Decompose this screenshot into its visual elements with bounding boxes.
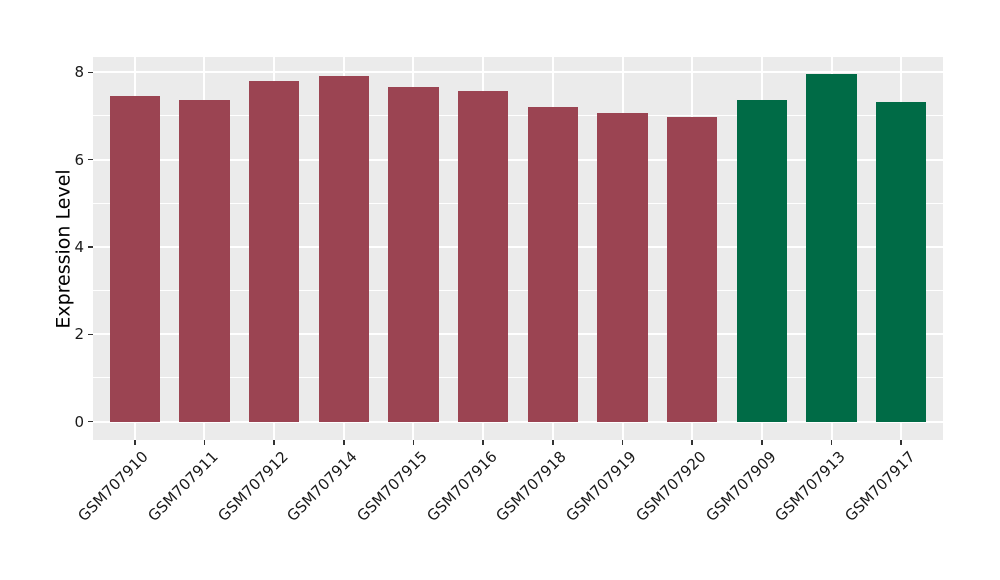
x-tick-label-GSM707912: GSM707912 <box>214 447 292 525</box>
bar-GSM707916 <box>458 91 509 422</box>
x-tick-label-GSM707916: GSM707916 <box>423 447 501 525</box>
x-tick-mark <box>482 440 484 445</box>
x-tick-label-GSM707915: GSM707915 <box>353 447 431 525</box>
x-tick-mark <box>343 440 345 445</box>
minor-gridline <box>93 202 943 204</box>
bar-GSM707912 <box>249 81 300 422</box>
bar-GSM707919 <box>597 113 648 422</box>
minor-gridline <box>93 290 943 292</box>
x-tick-label-GSM707914: GSM707914 <box>283 447 362 525</box>
y-tick-label: 2 <box>74 325 84 344</box>
x-tick-label-GSM707920: GSM707920 <box>632 447 710 525</box>
major-gridline <box>93 245 943 248</box>
y-tick-label: 4 <box>74 237 84 256</box>
bar-GSM707911 <box>179 99 230 422</box>
x-tick-mark <box>203 440 206 445</box>
x-tick-mark <box>830 440 833 445</box>
y-tick-mark <box>88 333 93 336</box>
x-tick-label-GSM707913: GSM707913 <box>771 447 849 525</box>
x-tick-label-GSM707918: GSM707918 <box>492 447 571 525</box>
x-tick-mark <box>273 440 275 445</box>
y-tick-label: 0 <box>74 412 84 431</box>
x-tick-mark <box>412 440 415 445</box>
bar-GSM707918 <box>527 106 578 422</box>
major-gridline <box>93 158 943 161</box>
x-tick-label-GSM707910: GSM707910 <box>74 447 153 525</box>
major-gridline <box>93 420 943 423</box>
bar-GSM707915 <box>388 87 439 422</box>
x-tick-mark <box>134 440 136 445</box>
y-tick-label: 6 <box>74 150 84 169</box>
x-tick-mark <box>552 440 554 445</box>
x-tick-label-GSM707911: GSM707911 <box>144 447 222 525</box>
y-tick-mark <box>88 246 93 248</box>
x-tick-label-GSM707909: GSM707909 <box>701 447 780 525</box>
bar-GSM707917 <box>876 102 927 422</box>
x-tick-label-GSM707917: GSM707917 <box>841 447 919 525</box>
y-axis-title: Expression Level <box>52 168 75 329</box>
bar-GSM707910 <box>109 96 160 422</box>
x-tick-mark <box>691 440 693 445</box>
y-tick-mark <box>88 71 93 74</box>
major-gridline <box>93 71 943 74</box>
x-tick-mark <box>761 440 763 445</box>
bar-GSM707913 <box>806 74 857 422</box>
y-tick-mark <box>88 158 93 161</box>
minor-gridline <box>93 377 943 379</box>
major-gridline <box>93 333 943 336</box>
bar-GSM707914 <box>318 76 369 422</box>
x-tick-mark <box>621 440 624 445</box>
plot-panel <box>93 57 943 440</box>
y-tick-mark <box>88 420 93 423</box>
bar-GSM707920 <box>667 116 718 422</box>
x-tick-mark <box>900 440 902 445</box>
bar-GSM707909 <box>736 100 787 422</box>
y-tick-label: 8 <box>74 63 84 82</box>
x-tick-label-GSM707919: GSM707919 <box>562 447 640 525</box>
minor-gridline <box>93 115 943 117</box>
